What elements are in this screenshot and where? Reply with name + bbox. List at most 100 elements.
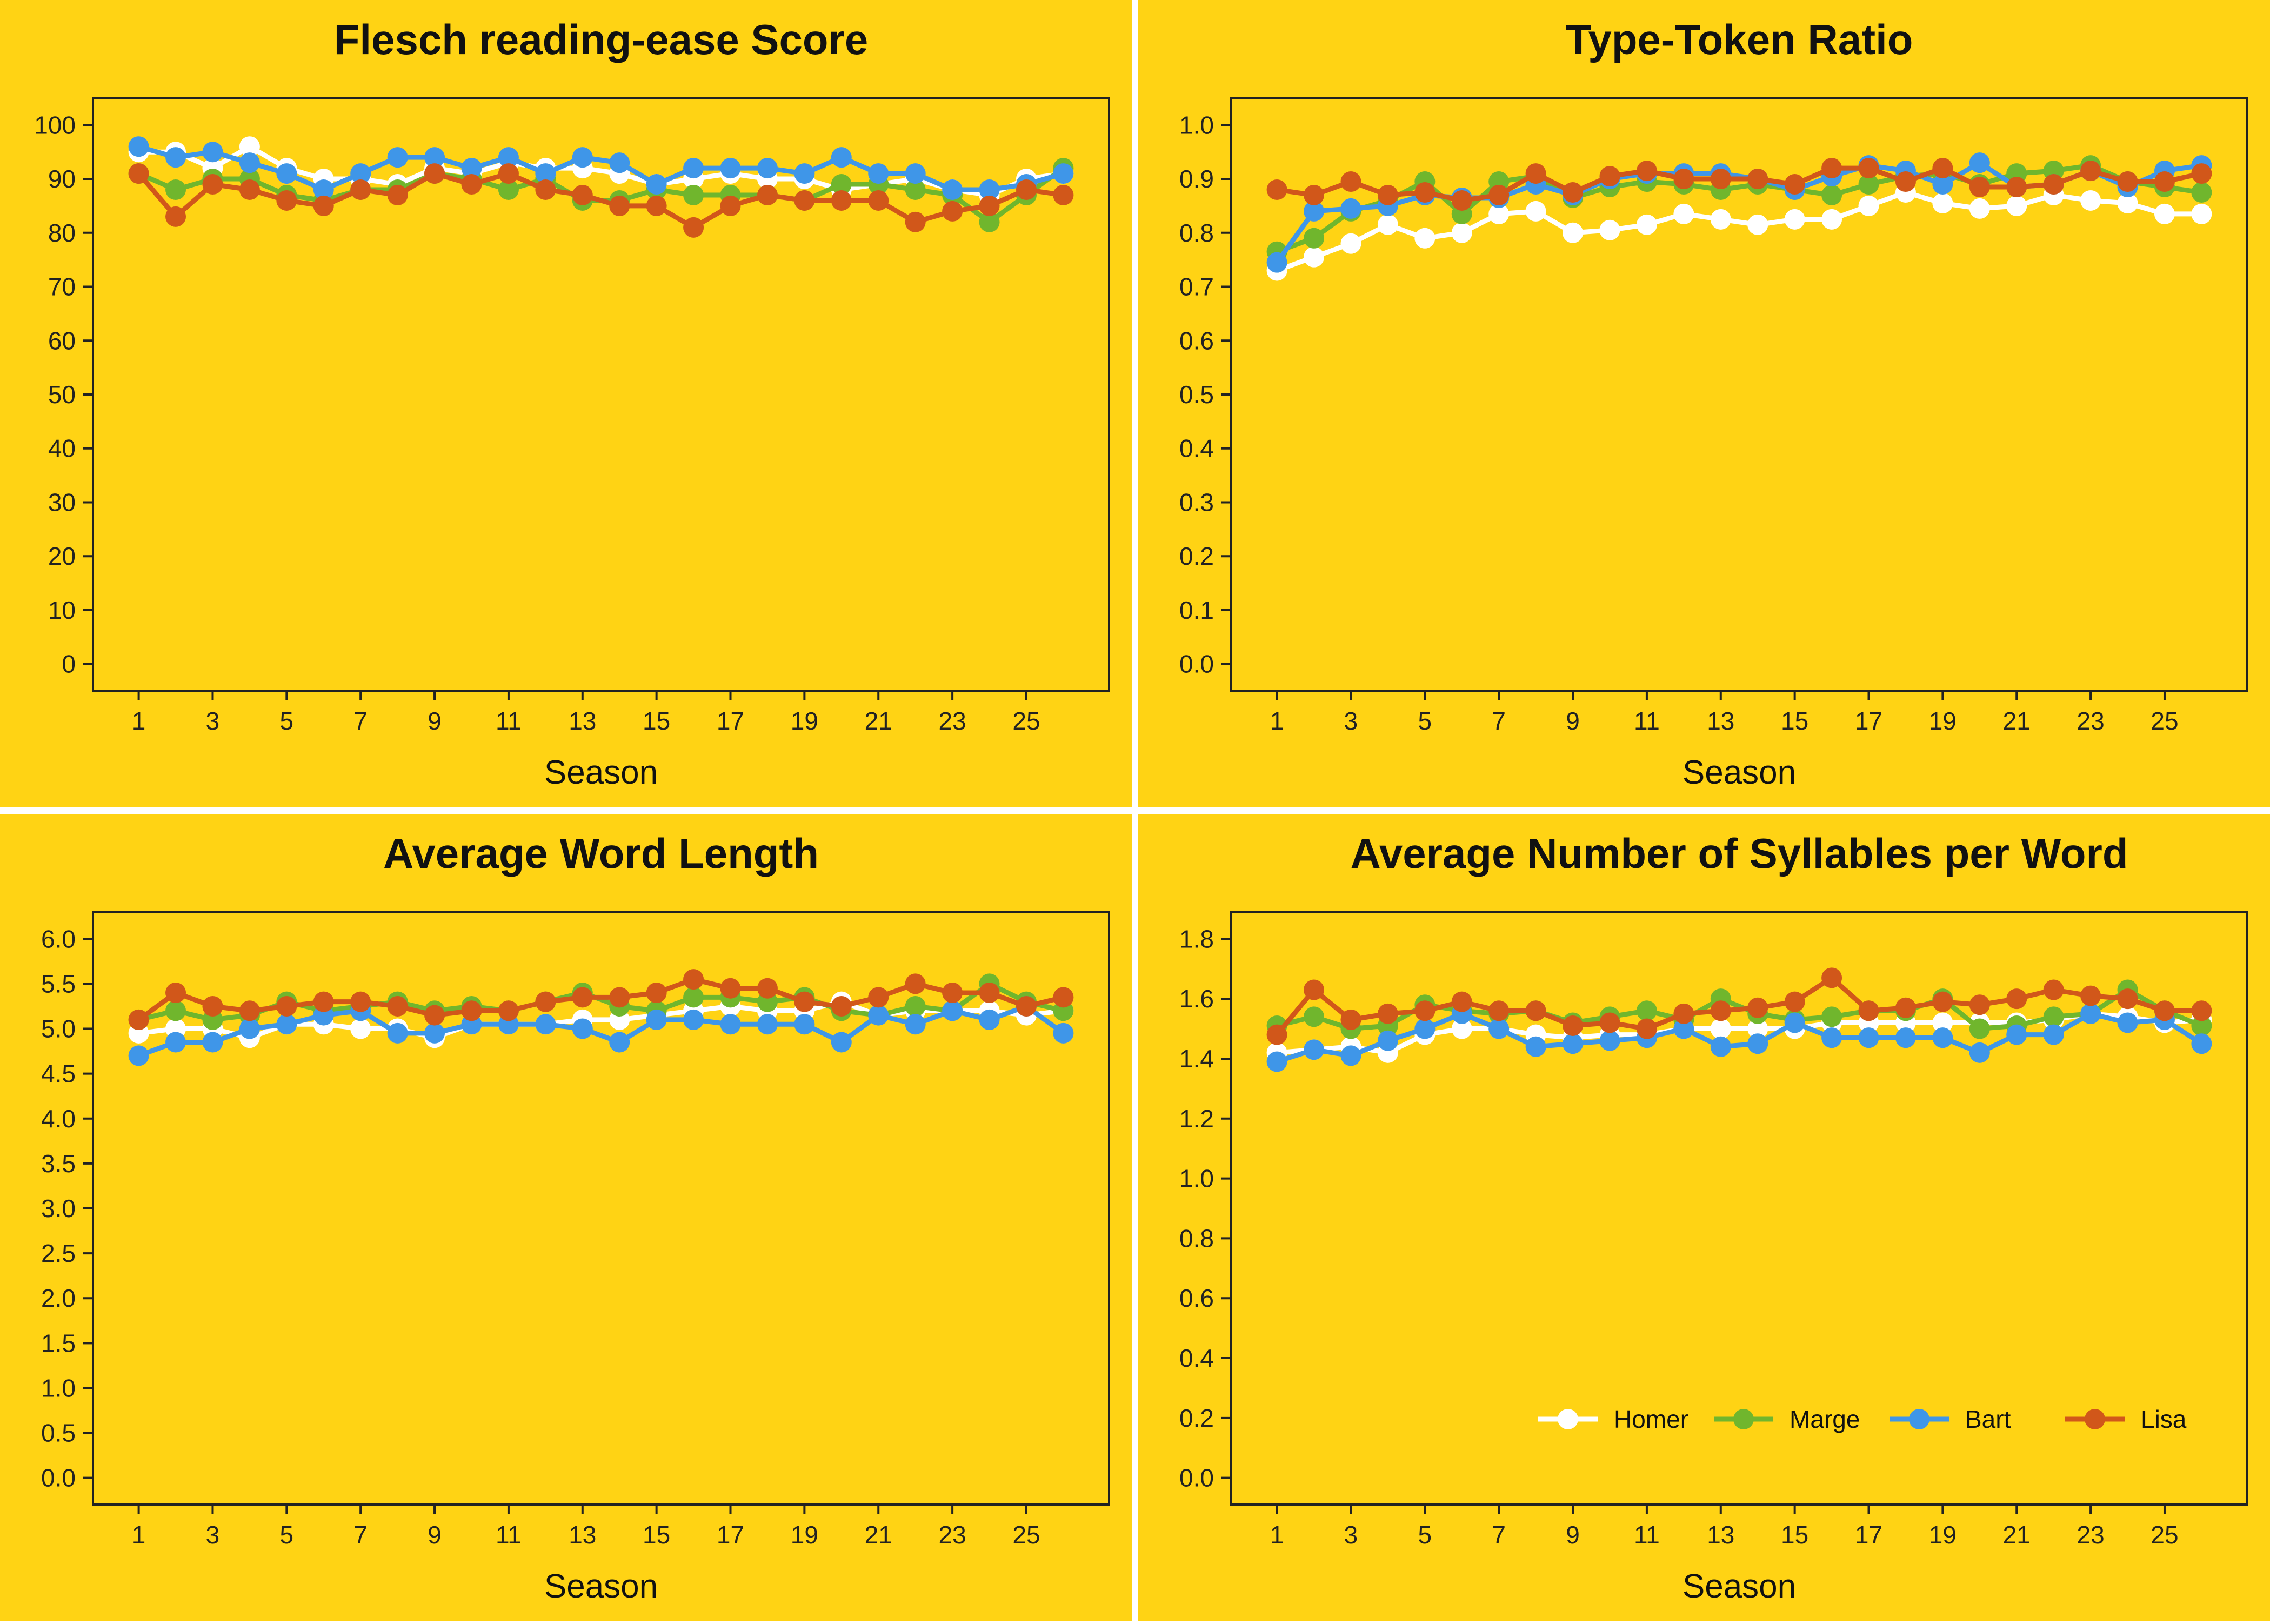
point-lisa bbox=[2191, 1000, 2212, 1021]
point-homer bbox=[2080, 190, 2101, 211]
point-bart bbox=[609, 1032, 630, 1053]
y-tick-label: 0.0 bbox=[1179, 1464, 1214, 1492]
point-bart bbox=[128, 1045, 149, 1066]
point-marge bbox=[165, 179, 186, 201]
y-tick-label: 2.5 bbox=[41, 1239, 76, 1267]
y-tick-label: 80 bbox=[48, 219, 76, 247]
point-lisa bbox=[1340, 171, 1361, 192]
point-marge bbox=[165, 1000, 186, 1021]
x-tick-label: 25 bbox=[2151, 707, 2178, 735]
point-bart bbox=[1340, 1045, 1361, 1066]
point-lisa bbox=[1821, 158, 1842, 179]
x-tick-label: 21 bbox=[865, 707, 892, 735]
x-tick-label: 23 bbox=[2077, 1521, 2105, 1549]
point-bart bbox=[794, 163, 815, 184]
y-tick-label: 0.0 bbox=[1179, 650, 1214, 678]
x-tick-label: 19 bbox=[1929, 1521, 1957, 1549]
point-lisa bbox=[128, 163, 149, 184]
point-marge bbox=[905, 995, 926, 1017]
point-marge bbox=[905, 179, 926, 201]
point-lisa bbox=[165, 206, 186, 227]
point-lisa bbox=[350, 991, 371, 1012]
point-marge bbox=[1304, 228, 1325, 249]
point-homer bbox=[1784, 209, 1805, 230]
point-bart bbox=[1858, 1027, 1879, 1048]
y-tick-label: 70 bbox=[48, 273, 76, 301]
point-lisa bbox=[572, 184, 593, 205]
point-lisa bbox=[1969, 177, 1990, 198]
point-lisa bbox=[313, 991, 334, 1012]
point-bart bbox=[461, 158, 482, 179]
point-marge bbox=[2043, 1006, 2064, 1027]
point-homer bbox=[1304, 246, 1325, 268]
point-bart bbox=[1266, 252, 1287, 273]
point-bart bbox=[979, 1009, 1000, 1030]
x-tick-label: 7 bbox=[1492, 1521, 1506, 1549]
point-lisa bbox=[979, 195, 1000, 216]
point-homer bbox=[1710, 1018, 1731, 1039]
point-homer bbox=[1710, 209, 1731, 230]
point-lisa bbox=[498, 163, 519, 184]
legend-label: Lisa bbox=[2141, 1405, 2187, 1433]
point-lisa bbox=[905, 973, 926, 994]
y-tick-label: 50 bbox=[48, 380, 76, 409]
point-bart bbox=[1266, 1051, 1287, 1072]
point-lisa bbox=[1451, 991, 1472, 1012]
x-tick-label: 17 bbox=[1855, 1521, 1882, 1549]
y-tick-label: 5.5 bbox=[41, 970, 76, 998]
point-homer bbox=[1821, 209, 1842, 230]
y-tick-label: 3.5 bbox=[41, 1150, 76, 1178]
point-lisa bbox=[461, 174, 482, 195]
point-bart bbox=[387, 1022, 408, 1044]
y-tick-label: 90 bbox=[48, 165, 76, 193]
point-bart bbox=[202, 142, 223, 163]
point-lisa bbox=[683, 217, 704, 238]
point-bart bbox=[1414, 1018, 1436, 1039]
point-lisa bbox=[1932, 158, 1953, 179]
point-lisa bbox=[831, 995, 852, 1017]
point-homer bbox=[1747, 214, 1768, 235]
legend-label: Homer bbox=[1614, 1405, 1688, 1433]
point-bart bbox=[1377, 1030, 1398, 1051]
point-bart bbox=[683, 158, 704, 179]
point-lisa bbox=[1377, 184, 1398, 205]
x-tick-label: 15 bbox=[643, 1521, 670, 1549]
x-tick-label: 17 bbox=[717, 1521, 744, 1549]
x-tick-label: 7 bbox=[353, 707, 368, 735]
point-lisa bbox=[1858, 158, 1879, 179]
x-tick-label: 5 bbox=[1418, 1521, 1432, 1549]
x-tick-label: 19 bbox=[791, 1521, 818, 1549]
legend-key-point bbox=[1909, 1409, 1929, 1429]
x-tick-label: 17 bbox=[717, 707, 744, 735]
point-bart bbox=[313, 179, 334, 201]
point-lisa bbox=[646, 983, 667, 1004]
point-bart bbox=[1821, 1027, 1842, 1048]
x-tick-label: 13 bbox=[1707, 707, 1734, 735]
point-lisa bbox=[1858, 1000, 1879, 1021]
point-lisa bbox=[942, 983, 963, 1004]
point-lisa bbox=[2043, 979, 2064, 1000]
point-lisa bbox=[1414, 1000, 1436, 1021]
point-bart bbox=[1525, 1036, 1546, 1057]
x-tick-label: 5 bbox=[280, 1521, 294, 1549]
x-tick-label: 1 bbox=[132, 1521, 146, 1549]
point-bart bbox=[165, 1032, 186, 1053]
x-tick-label: 9 bbox=[1566, 1521, 1580, 1549]
point-bart bbox=[424, 1022, 445, 1044]
point-bart bbox=[239, 1018, 260, 1039]
point-bart bbox=[498, 147, 519, 168]
point-lisa bbox=[1304, 184, 1325, 205]
x-tick-label: 15 bbox=[1781, 1521, 1808, 1549]
legend-key-point bbox=[1733, 1409, 1754, 1429]
x-tick-label: 19 bbox=[1929, 707, 1957, 735]
point-lisa bbox=[2006, 988, 2027, 1010]
point-lisa bbox=[1895, 997, 1916, 1018]
x-tick-label: 13 bbox=[1707, 1521, 1734, 1549]
point-homer bbox=[1488, 203, 1510, 224]
point-lisa bbox=[1266, 179, 1287, 201]
point-marge bbox=[2191, 182, 2212, 203]
x-tick-label: 19 bbox=[791, 707, 818, 735]
point-bart bbox=[276, 163, 297, 184]
chart-word-length: Average Word Length 0.0 0.5 1.0 1.5 2.0 2.5 3.0… bbox=[41, 830, 1110, 1605]
point-lisa bbox=[831, 190, 852, 211]
